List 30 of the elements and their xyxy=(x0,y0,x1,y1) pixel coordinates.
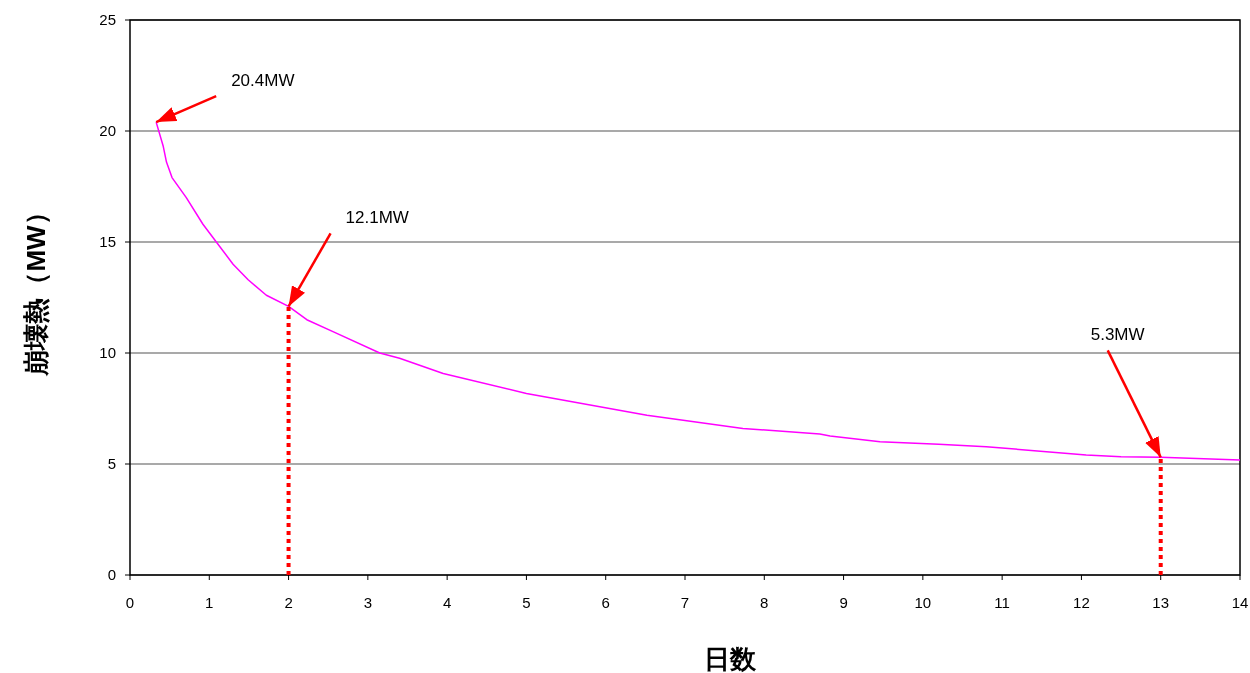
x-tick-label: 12 xyxy=(1073,594,1090,611)
x-tick-label: 14 xyxy=(1231,594,1249,611)
annotation: 12.1MW xyxy=(345,208,409,228)
x-tick-label: 7 xyxy=(680,594,690,611)
y-tick-label: 5 xyxy=(107,455,116,472)
x-tick-label: 10 xyxy=(914,594,932,611)
x-tick-label: 0 xyxy=(125,594,135,611)
x-tick-label: 13 xyxy=(1152,594,1170,611)
x-tick-label: 8 xyxy=(760,594,769,611)
x-axis-title: 日数 xyxy=(704,644,757,673)
x-tick-label: 9 xyxy=(839,594,848,611)
x-tick-label: 4 xyxy=(442,594,452,611)
x-tick-label: 5 xyxy=(522,594,531,611)
x-tick-label: 1 xyxy=(205,594,214,611)
x-tick-label: 3 xyxy=(363,594,373,611)
annotation: 20.4MW xyxy=(231,71,295,91)
annotation: 5.3MW xyxy=(1090,325,1145,345)
y-tick-label: 15 xyxy=(99,233,116,250)
annotation: 20.4MW xyxy=(155,71,295,124)
y-axis-title: 崩壊熱（MW） xyxy=(21,199,51,377)
y-tick-label: 10 xyxy=(99,344,116,361)
x-tick-label: 2 xyxy=(284,594,293,611)
y-tick-label: 0 xyxy=(107,566,116,583)
x-tick-label: 6 xyxy=(601,594,610,611)
y-tick-label: 20 xyxy=(99,122,116,139)
annotation: 12.1MW xyxy=(287,208,409,307)
line-series xyxy=(155,121,1241,461)
x-tick-label: 11 xyxy=(994,594,1010,611)
annotation: 5.3MW xyxy=(1090,325,1162,458)
y-tick-label: 25 xyxy=(99,11,116,28)
